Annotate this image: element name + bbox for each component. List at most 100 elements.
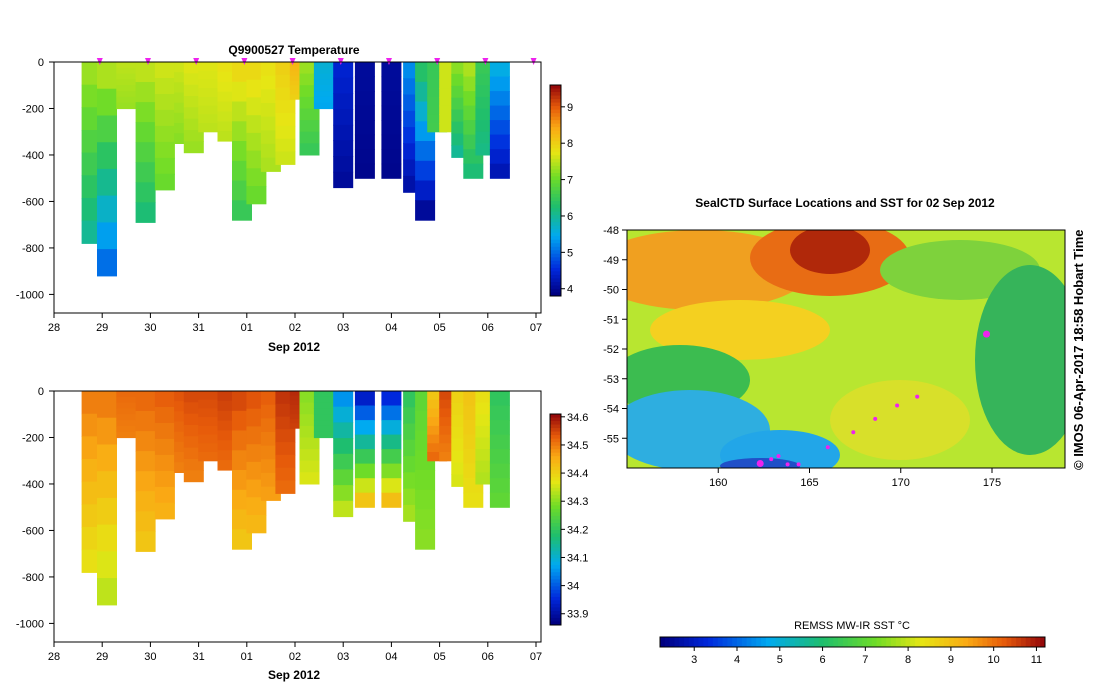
profile-cell-16-6 [333, 156, 354, 173]
sst-colorbar-swatch [905, 637, 911, 647]
lat-tick-label: -48 [603, 225, 619, 237]
profile-cell-10-6 [246, 497, 267, 516]
profile-cell-6-7 [183, 470, 204, 483]
salinity-profile-cells [81, 391, 510, 606]
colorbar-swatch [550, 102, 561, 107]
profile-cell-3-2 [135, 102, 156, 123]
y-tick-label: -400 [22, 150, 44, 162]
sst-map-panel: SealCTD Surface Locations and SST for 02… [603, 196, 1066, 666]
sst-colorbar-swatch [910, 637, 916, 647]
profile-cell-24-7 [463, 492, 484, 508]
sst-colorbar-swatch [693, 637, 699, 647]
colorbar-swatch [550, 589, 561, 594]
profile-cell-12-4 [275, 442, 296, 456]
colorbar-swatch [550, 491, 561, 496]
lon-tick-label: 165 [800, 477, 818, 489]
profile-cell-1-1 [97, 417, 117, 445]
yellow-region-southcentral [830, 380, 970, 460]
colorbar-swatch [550, 579, 561, 584]
colorbar-swatch [550, 445, 561, 450]
profile-cell-2-5 [116, 420, 137, 427]
profile-cell-6-2 [183, 413, 204, 426]
temperature-x-ticks: 28 29 30 31 01 02 03 04 05 06 07 [48, 313, 542, 334]
profile-cell-12-5 [275, 454, 296, 469]
profile-cell-8-2 [217, 81, 238, 93]
colorbar-swatch [550, 519, 561, 524]
profile-cell-2-3 [116, 408, 137, 415]
profile-cell-12-4 [275, 113, 296, 127]
colorbar-swatch [550, 526, 561, 531]
profile-cell-26-6 [489, 149, 510, 165]
profile-cell-16-2 [333, 93, 354, 110]
sst-colorbar-swatch [968, 637, 974, 647]
profile-cell-0-6 [81, 527, 102, 551]
profile-cell-21-2 [427, 408, 448, 418]
colorbar-swatch [550, 218, 561, 223]
y-tick-label: 0 [38, 57, 44, 69]
colorbar-swatch [550, 253, 561, 258]
profile-cell-7-2 [198, 79, 219, 89]
colorbar-swatch [550, 215, 561, 220]
colorbar-swatch [550, 508, 561, 513]
colorbar-swatch [550, 208, 561, 213]
colorbar-tick-label: 33.9 [567, 609, 588, 621]
x-tick-label-30: 30 [144, 322, 156, 334]
profile-cell-16-1 [333, 77, 354, 94]
colorbar-swatch [550, 533, 561, 538]
sst-colorbar-swatch [780, 637, 786, 647]
profile-cell-20-6 [415, 509, 436, 530]
sst-colorbar-swatch [919, 637, 926, 647]
profile-cell-17-2 [354, 420, 375, 436]
profile-cell-22-2 [439, 408, 460, 418]
y-tick-label: -400 [22, 479, 44, 491]
colorbar-swatch [550, 431, 561, 436]
colorbar-swatch [550, 232, 561, 237]
profile-cell-22-2 [439, 79, 460, 89]
x-tick-label-31: 31 [192, 322, 204, 334]
profile-cell-3-3 [135, 451, 156, 472]
profile-cell-2-4 [116, 414, 137, 421]
sst-colorbar-swatch [987, 637, 993, 647]
colorbar-frame [549, 84, 562, 297]
profile-cell-26-1 [489, 76, 510, 92]
colorbar-swatch [550, 179, 561, 184]
sst-colorbar-swatch [881, 637, 887, 647]
sst-colorbar-swatch [1030, 637, 1036, 647]
profile-cell-20-4 [415, 141, 436, 162]
colorbar-swatch [550, 494, 561, 499]
profile-cell-21-6 [427, 443, 448, 453]
profile-cell-26-7 [489, 492, 510, 508]
profile-cell-17-3 [354, 434, 375, 450]
sst-colorbar-frame [659, 636, 1046, 648]
colorbar-swatch [550, 186, 561, 191]
sst-colorbar-swatch [982, 637, 988, 647]
x-tick-label-02: 02 [289, 322, 301, 334]
sst-colorbar-tick-label: 10 [988, 654, 1000, 666]
colorbar-swatch [550, 477, 561, 482]
profile-cell-26-0 [489, 62, 510, 78]
profile-cell-7-4 [198, 425, 219, 436]
profile-cell-4-5 [154, 141, 175, 159]
profile-cell-8-5 [217, 440, 238, 451]
profile-cell-26-3 [489, 105, 510, 121]
profile-cell-22-7 [439, 452, 460, 462]
profile-cell-8-5 [217, 111, 238, 122]
profile-cell-22-3 [439, 417, 460, 427]
profile-cell-8-4 [217, 101, 238, 112]
profile-cell-2-7 [116, 431, 137, 439]
profile-cell-8-4 [217, 430, 238, 441]
profile-cell-15-1 [313, 67, 334, 75]
profile-cell-15-5 [313, 420, 334, 427]
lat-tick-label: -49 [603, 255, 619, 267]
colorbar-swatch [550, 127, 561, 132]
y-tick-label: -200 [22, 432, 44, 444]
profile-cell-4-7 [154, 173, 175, 191]
profile-cell-1-4 [97, 497, 117, 526]
profile-cell-16-3 [333, 109, 354, 126]
temperature-y-ticks: 0 -200 -400 -600 -800 -1000 [16, 57, 54, 301]
sst-colorbar-swatch [741, 637, 748, 647]
profile-cell-2-5 [116, 91, 137, 98]
sst-colorbar-swatch [679, 637, 685, 647]
track-point-7 [873, 416, 878, 421]
profile-cell-8-7 [217, 460, 238, 471]
